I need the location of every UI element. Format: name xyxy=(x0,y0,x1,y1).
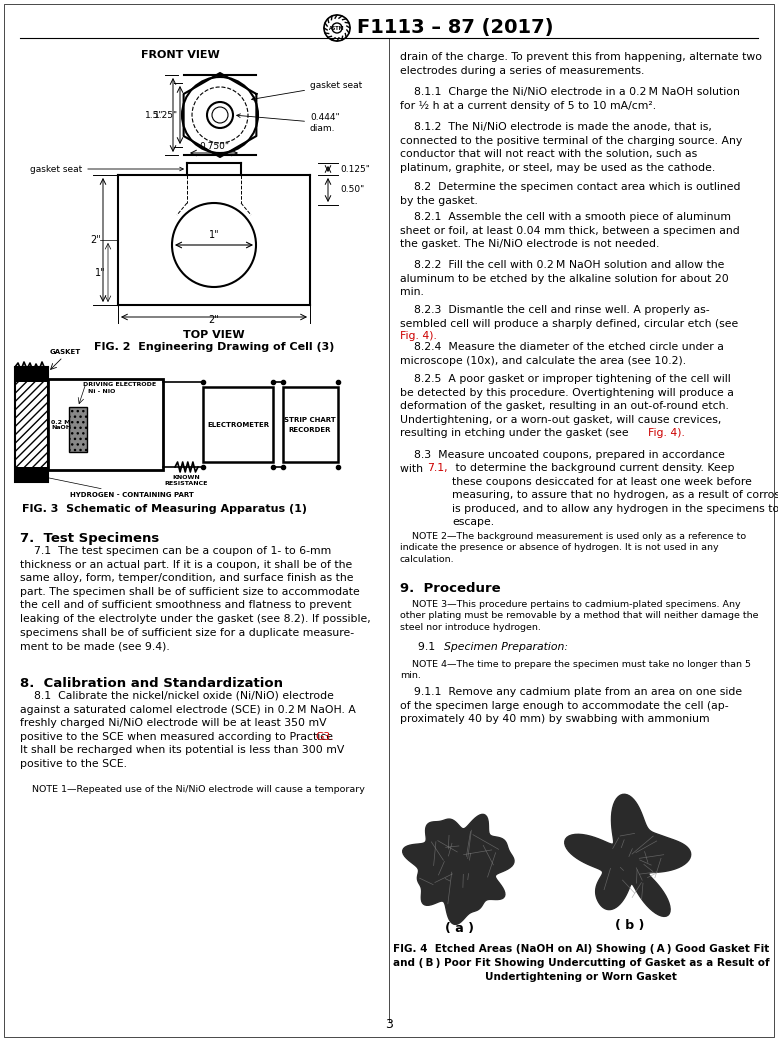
Text: drain of the charge. To prevent this from happening, alternate two
electrodes du: drain of the charge. To prevent this fro… xyxy=(400,52,762,76)
Text: 7.  Test Specimens: 7. Test Specimens xyxy=(20,532,159,545)
Text: Ni - NIO: Ni - NIO xyxy=(88,389,115,393)
Polygon shape xyxy=(565,794,691,916)
Text: FRONT VIEW: FRONT VIEW xyxy=(141,50,219,60)
Text: 8.2.1  Assemble the cell with a smooth piece of aluminum
sheet or foil, at least: 8.2.1 Assemble the cell with a smooth pi… xyxy=(400,212,740,249)
Text: to determine the background current density. Keep
these coupons desiccated for a: to determine the background current dens… xyxy=(452,463,778,528)
Text: DRIVING ELECTRODE: DRIVING ELECTRODE xyxy=(83,382,156,387)
Bar xyxy=(15,467,48,482)
Text: 8.1  Calibrate the nickel/nickel oxide (Ni/NiO) electrode
against a saturated ca: 8.1 Calibrate the nickel/nickel oxide (N… xyxy=(20,691,356,742)
Text: FIG. 4  Etched Areas (NaOH on Al) Showing ( A ) Good Gasket Fit
and ( B ) Poor F: FIG. 4 Etched Areas (NaOH on Al) Showing… xyxy=(393,944,769,982)
Text: 0.750": 0.750" xyxy=(199,142,229,151)
Text: 2": 2" xyxy=(90,235,101,245)
Text: G3.: G3. xyxy=(315,732,334,741)
Text: Fig. 4).: Fig. 4). xyxy=(648,428,685,438)
Text: ELECTROMETER: ELECTROMETER xyxy=(207,422,269,428)
Text: FIG. 3  Schematic of Measuring Apparatus (1): FIG. 3 Schematic of Measuring Apparatus … xyxy=(23,504,307,514)
Text: 1.5": 1.5" xyxy=(145,110,163,120)
Text: 0.444"
diam.: 0.444" diam. xyxy=(237,113,340,132)
Text: NOTE 4—The time to prepare the specimen must take no longer than 5
min.: NOTE 4—The time to prepare the specimen … xyxy=(400,660,751,681)
Text: ASTM: ASTM xyxy=(329,25,345,30)
Text: 9.1: 9.1 xyxy=(418,642,442,652)
Text: KNOWN
RESISTANCE: KNOWN RESISTANCE xyxy=(164,475,208,486)
Text: ( a ): ( a ) xyxy=(446,922,475,935)
Text: NOTE 3—This procedure pertains to cadmium-plated specimens. Any
other plating mu: NOTE 3—This procedure pertains to cadmiu… xyxy=(400,600,759,632)
Text: RECORDER: RECORDER xyxy=(289,427,331,433)
Text: 7.1,: 7.1, xyxy=(427,463,447,473)
Text: NOTE 1—Repeated use of the Ni/NiO electrode will cause a temporary: NOTE 1—Repeated use of the Ni/NiO electr… xyxy=(20,786,365,794)
Text: 8.2.4  Measure the diameter of the etched circle under a
microscope (10x), and c: 8.2.4 Measure the diameter of the etched… xyxy=(400,342,724,365)
Text: 1.25": 1.25" xyxy=(154,110,178,120)
Text: 8.  Calibration and Standardization: 8. Calibration and Standardization xyxy=(20,677,283,690)
Text: HYDROGEN - CONTAINING PART: HYDROGEN - CONTAINING PART xyxy=(23,472,194,498)
Text: 8.2.3  Dismantle the cell and rinse well. A properly as-
sembled cell will produ: 8.2.3 Dismantle the cell and rinse well.… xyxy=(400,305,738,329)
Text: 8.1.2  The Ni/NiO electrode is made the anode, that is,
connected to the positiv: 8.1.2 The Ni/NiO electrode is made the a… xyxy=(400,122,742,173)
Text: 9.1.1  Remove any cadmium plate from an area on one side
of the specimen large e: 9.1.1 Remove any cadmium plate from an a… xyxy=(400,687,742,725)
Bar xyxy=(15,367,48,482)
Text: 1": 1" xyxy=(209,230,219,240)
Bar xyxy=(203,387,273,462)
Polygon shape xyxy=(403,814,514,924)
Text: 9.  Procedure: 9. Procedure xyxy=(400,582,500,595)
Text: 0.125": 0.125" xyxy=(340,164,370,174)
Text: NOTE 2—The background measurement is used only as a reference to
indicate the pr: NOTE 2—The background measurement is use… xyxy=(400,532,746,564)
Bar xyxy=(48,379,163,469)
Text: 8.2  Determine the specimen contact area which is outlined
by the gasket.: 8.2 Determine the specimen contact area … xyxy=(400,182,741,206)
Text: 8.2.2  Fill the cell with 0.2 M NaOH solution and allow the
aluminum to be etche: 8.2.2 Fill the cell with 0.2 M NaOH solu… xyxy=(400,260,729,297)
Text: 1": 1" xyxy=(96,268,106,278)
Text: 8.3  Measure uncoated coupons, prepared in accordance
with: 8.3 Measure uncoated coupons, prepared i… xyxy=(400,450,725,474)
Text: F1113 – 87 (2017): F1113 – 87 (2017) xyxy=(357,19,553,37)
Text: GASKET: GASKET xyxy=(50,349,81,355)
Text: 3: 3 xyxy=(385,1018,393,1032)
Text: gasket seat: gasket seat xyxy=(30,164,184,174)
Text: 0.2 M
NaOH: 0.2 M NaOH xyxy=(51,420,71,430)
Text: Fig. 4).: Fig. 4). xyxy=(400,331,437,341)
Text: 7.1  The test specimen can be a coupon of 1- to 6-mm
thickness or an actual part: 7.1 The test specimen can be a coupon of… xyxy=(20,545,371,652)
Text: FIG. 2  Engineering Drawing of Cell (3): FIG. 2 Engineering Drawing of Cell (3) xyxy=(94,342,335,352)
Text: 0.50": 0.50" xyxy=(340,185,364,195)
Text: 2": 2" xyxy=(209,315,219,325)
Text: STRIP CHART: STRIP CHART xyxy=(284,417,336,423)
Text: 8.1.1  Charge the Ni/NiO electrode in a 0.2 M NaOH solution
for ½ h at a current: 8.1.1 Charge the Ni/NiO electrode in a 0… xyxy=(400,87,740,110)
Text: Specimen Preparation:: Specimen Preparation: xyxy=(444,642,568,652)
Bar xyxy=(15,367,48,382)
Text: 8.2.5  A poor gasket or improper tightening of the cell will
be detected by this: 8.2.5 A poor gasket or improper tighteni… xyxy=(400,374,734,438)
Text: It shall be recharged when its potential is less than 300 mV
positive to the SCE: It shall be recharged when its potential… xyxy=(20,745,345,768)
Text: ( b ): ( b ) xyxy=(615,919,645,932)
Bar xyxy=(283,387,338,462)
Text: TOP VIEW: TOP VIEW xyxy=(183,330,245,340)
Bar xyxy=(69,407,87,452)
Text: gasket seat: gasket seat xyxy=(251,80,363,101)
